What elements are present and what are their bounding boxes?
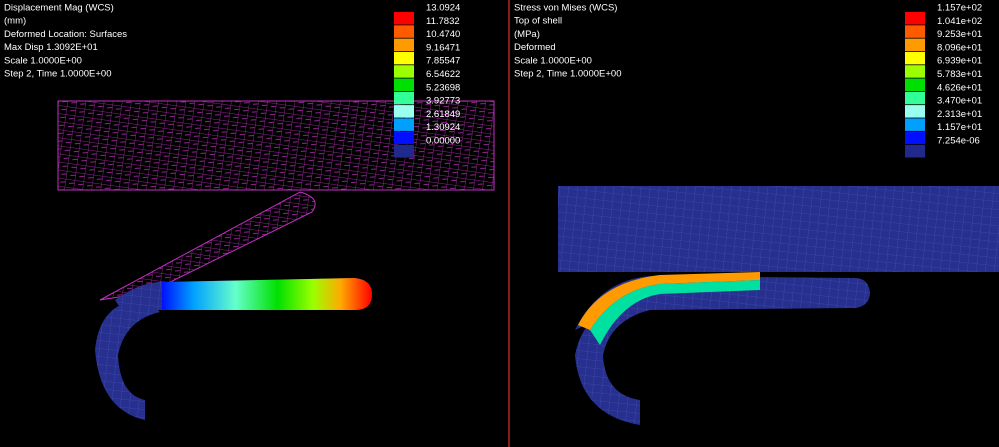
legend-label: 9.16471 — [426, 42, 460, 53]
legend-swatch — [905, 91, 925, 105]
header-line: (mm) — [4, 16, 26, 27]
header-line: Top of shell — [514, 16, 562, 27]
header-line: Deformed Location: Surfaces — [4, 29, 127, 40]
legend-swatch — [394, 91, 414, 105]
header-line: Displacement Mag (WCS) — [4, 3, 114, 14]
punch-mesh — [57, 100, 495, 191]
legend-swatch — [394, 145, 414, 158]
legend-swatch — [394, 38, 414, 52]
arm-mesh — [99, 191, 316, 301]
header-line: Step 2, Time 1.0000E+00 — [4, 69, 111, 80]
legend-swatch — [394, 118, 414, 131]
legend-swatch — [905, 38, 925, 52]
legend-label: 8.096e+01 — [937, 42, 982, 53]
legend-label: 5.23698 — [426, 82, 460, 93]
legend-swatch — [394, 78, 414, 91]
legend-label: 5.783e+01 — [937, 69, 982, 80]
legend-label: 0.00000 — [426, 136, 460, 147]
strip-disp — [162, 278, 372, 310]
legend-label: 6.939e+01 — [937, 56, 982, 67]
legend-label: 7.254e-06 — [937, 136, 980, 147]
legend-label: 10.4740 — [426, 29, 460, 40]
header-line: Deformed — [514, 42, 556, 53]
legend-swatch — [394, 12, 414, 25]
stress-mid — [590, 280, 760, 345]
legend-label: 3.92773 — [426, 96, 460, 107]
legend-label: 2.313e+01 — [937, 109, 982, 120]
legend-swatch — [905, 78, 925, 91]
legend-swatch — [905, 118, 925, 131]
legend-swatch — [905, 51, 925, 65]
legend-label: 1.157e+01 — [937, 122, 982, 133]
legend-swatch — [905, 105, 925, 118]
legend-swatch — [905, 65, 925, 78]
coil — [95, 300, 160, 420]
legend-label: 2.61849 — [426, 109, 460, 120]
header-line: Scale 1.0000E+00 — [514, 55, 592, 66]
hole — [632, 342, 652, 362]
legend-label: 4.626e+01 — [937, 82, 982, 93]
legend-swatch — [905, 131, 925, 145]
legend-label: 9.253e+01 — [937, 29, 982, 40]
legend-swatch — [905, 25, 925, 38]
legend-swatch — [394, 105, 414, 118]
header-line: Step 2, Time 1.0000E+00 — [514, 69, 621, 80]
legend-label: 3.470e+01 — [937, 96, 982, 107]
header-line: Scale 1.0000E+00 — [4, 55, 82, 66]
legend-label: 7.85547 — [426, 56, 460, 67]
legend-swatch — [905, 12, 925, 25]
legend-label: 13.0924 — [426, 3, 460, 14]
header-line: (MPa) — [514, 29, 540, 40]
legend-swatch — [394, 51, 414, 65]
legend-label: 1.30924 — [426, 122, 460, 133]
legend-swatch — [394, 25, 414, 38]
hole — [132, 345, 152, 365]
legend-swatch — [905, 145, 925, 158]
legend-label: 1.157e+02 — [937, 3, 982, 14]
legend-swatch — [394, 131, 414, 145]
punch-mesh — [558, 186, 999, 272]
header-line: Max Disp 1.3092E+01 — [4, 42, 98, 53]
legend-swatch — [394, 65, 414, 78]
legend-label: 11.7832 — [426, 16, 460, 27]
strip — [575, 276, 870, 425]
stress-high — [578, 272, 760, 330]
legend-label: 6.54622 — [426, 69, 460, 80]
legend-label: 1.041e+02 — [937, 16, 982, 27]
header-line: Stress von Mises (WCS) — [514, 3, 617, 14]
